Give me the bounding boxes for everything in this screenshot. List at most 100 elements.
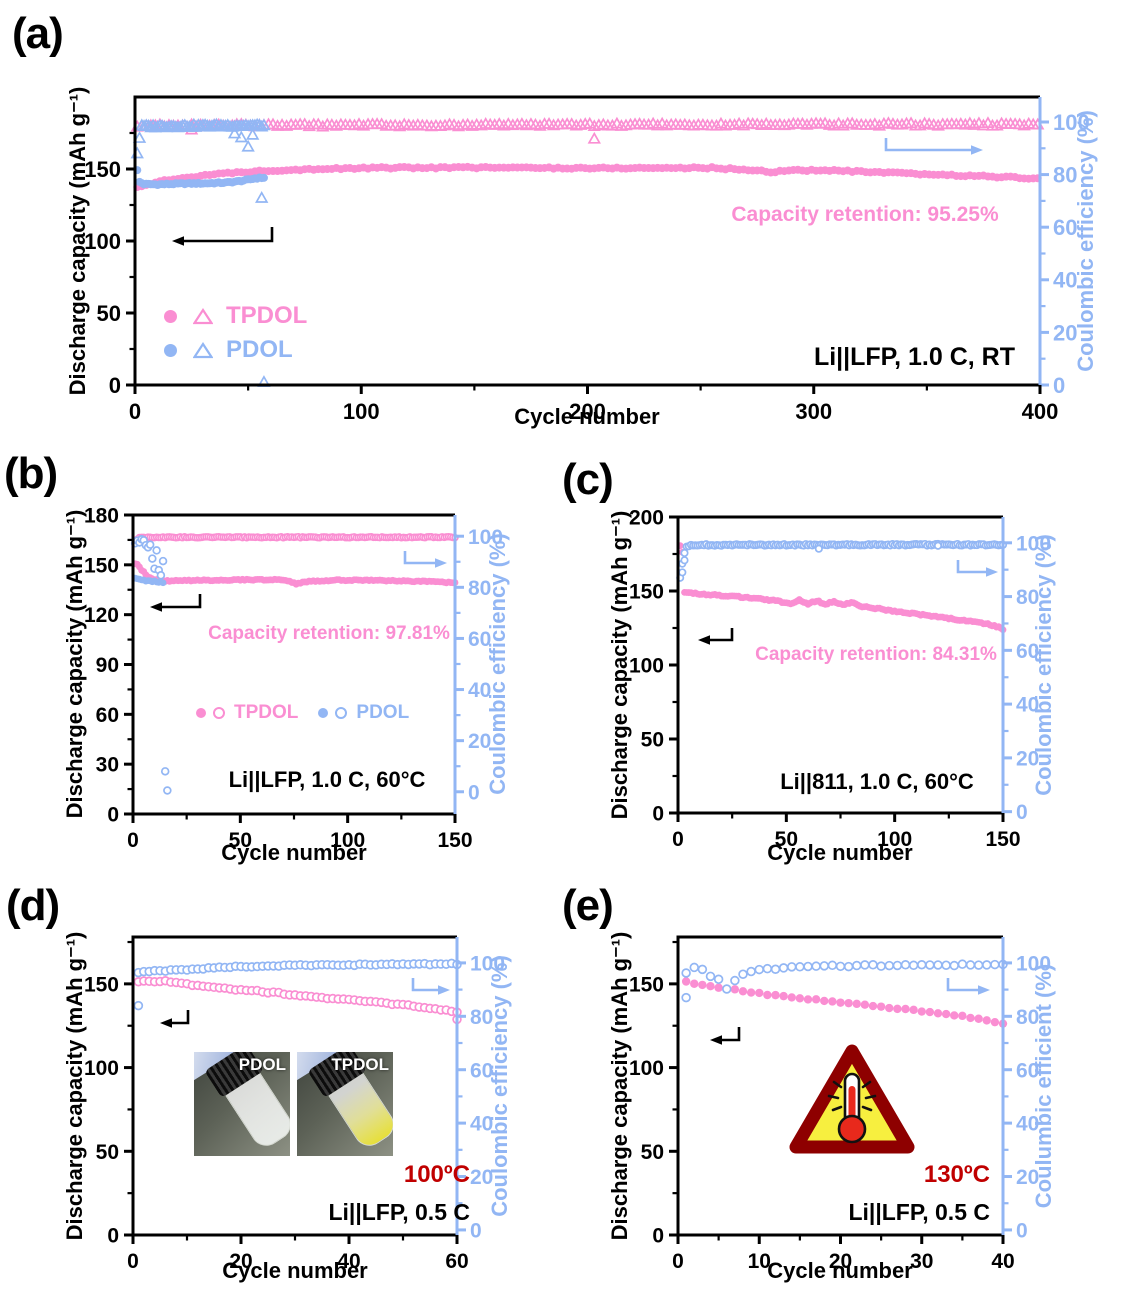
svg-text:50: 50 [96,1141,119,1164]
tpdol-capacity-marker-icon [164,309,177,323]
legend-label-pdol: PDOL [356,702,410,723]
svg-text:0: 0 [129,399,141,424]
pdol-capacity-marker-icon [318,708,329,718]
panel-e-left-axis-title: Discharge capacity (mAh g⁻¹) [607,931,632,1241]
svg-text:200: 200 [629,507,664,530]
svg-text:60: 60 [1016,1059,1039,1082]
svg-text:150: 150 [84,157,121,182]
panel-b-x-axis-title: Cycle number [221,840,367,865]
svg-text:10: 10 [748,1250,771,1273]
svg-text:20: 20 [1053,320,1077,345]
panel-b-legend: TPDOL PDOL [196,702,429,724]
panel-b-right-axis-title: Coulombic efficiency (%) [485,533,510,795]
svg-text:80: 80 [468,577,491,600]
svg-text:60: 60 [468,628,491,651]
svg-text:100: 100 [84,1057,119,1080]
svg-text:100: 100 [629,1057,664,1080]
svg-text:0: 0 [127,1250,139,1273]
svg-text:0: 0 [109,373,121,398]
svg-text:200: 200 [569,399,606,424]
svg-text:0: 0 [1053,373,1065,398]
svg-text:30: 30 [910,1250,933,1273]
svg-text:100: 100 [877,828,912,851]
legend-label-tpdol: TPDOL [234,702,299,723]
panel-d-left-axis-title: Discharge capacity (mAh g⁻¹) [62,931,87,1241]
panel-b-capacity-retention: Capacity retention: 97.81% [208,623,450,644]
svg-text:30: 30 [96,754,119,777]
svg-text:400: 400 [1022,399,1059,424]
panel-e-temperature-label: 130ºC [923,1161,990,1188]
tpdol-photo-label: TPDOL [331,1055,389,1074]
panel-c-right-axis-title: Coulombic efficiency (%) [1031,534,1056,796]
svg-text:40: 40 [470,1113,493,1136]
panel-e-right-axis-title: Coulumbic efficient (%) [1031,963,1056,1209]
pdol-capacity-marker-icon [164,343,177,357]
panel-a-letter: (a) [12,9,64,58]
legend-item-pdol: PDOL [164,333,307,367]
svg-text:80: 80 [1016,586,1039,609]
svg-text:0: 0 [672,828,684,851]
svg-text:100: 100 [468,526,503,549]
pdol-photo-label: PDOL [238,1055,286,1074]
svg-text:50: 50 [775,828,798,851]
svg-text:150: 150 [84,973,119,996]
panel-a-capacity-retention: Capacity retention: 95.25% [731,203,999,226]
panel-a-x-axis-title: Cycle number [514,404,660,429]
heat-rays-icon [827,1080,877,1112]
thermometer-icon [837,1072,867,1144]
svg-text:20: 20 [470,1166,493,1189]
svg-text:80: 80 [1016,1006,1039,1029]
panel-a-condition-label: Li||LFP, 1.0 C, RT [813,343,1015,371]
svg-text:50: 50 [229,829,252,852]
svg-text:0: 0 [468,781,480,804]
tpdol-efficiency-marker-icon [193,307,213,325]
svg-text:300: 300 [795,399,832,424]
legend-label-tpdol: TPDOL [226,302,308,329]
svg-text:50: 50 [97,301,121,326]
svg-text:0: 0 [107,1225,119,1248]
svg-text:40: 40 [1016,1113,1039,1136]
svg-text:20: 20 [1016,1166,1039,1189]
panel-e-letter: (e) [562,881,614,930]
high-temperature-warning-icon [786,1040,918,1163]
svg-text:100: 100 [470,952,505,975]
svg-text:100: 100 [1016,532,1051,555]
svg-text:80: 80 [470,1006,493,1029]
svg-text:150: 150 [437,829,472,852]
tpdol-vial-photo: TPDOL [297,1052,393,1156]
panel-c-capacity-retention: Capacity retention: 84.31% [755,644,997,665]
svg-text:90: 90 [96,654,119,677]
svg-text:40: 40 [337,1250,360,1273]
panel-a-right-axis-title: Coulombic efficiency (%) [1073,110,1098,372]
svg-text:100: 100 [629,655,664,678]
svg-text:100: 100 [1016,952,1051,975]
svg-text:180: 180 [84,505,119,528]
svg-text:100: 100 [330,829,365,852]
svg-text:80: 80 [1053,163,1077,188]
panel-d-right-axis-title: Coulombic efficiency (%) [487,955,512,1217]
legend-label-pdol: PDOL [226,336,293,363]
panel-d-temperature-label: 100ºC [403,1161,470,1188]
svg-text:40: 40 [1053,268,1077,293]
tpdol-capacity-marker-icon [196,708,206,718]
svg-text:40: 40 [1016,694,1039,717]
pdol-efficiency-marker-icon [335,707,348,719]
svg-text:120: 120 [84,604,119,627]
svg-text:60: 60 [1016,640,1039,663]
svg-text:50: 50 [641,1141,664,1164]
svg-text:20: 20 [829,1250,852,1273]
panel-b-letter: (b) [4,449,58,498]
svg-text:0: 0 [652,1225,664,1248]
svg-text:100: 100 [343,399,380,424]
panel-e-x-axis-title: Cycle number [767,1258,913,1283]
svg-text:0: 0 [672,1250,684,1273]
panel-c-left-axis-title: Discharge capacity (mAh g⁻¹) [607,510,632,820]
svg-text:0: 0 [1016,1219,1028,1242]
svg-text:150: 150 [84,554,119,577]
svg-text:100: 100 [1053,110,1090,135]
svg-text:20: 20 [1016,747,1039,770]
svg-text:150: 150 [629,973,664,996]
electrolyte-photos-inset: PDOL TPDOL [194,1052,393,1156]
